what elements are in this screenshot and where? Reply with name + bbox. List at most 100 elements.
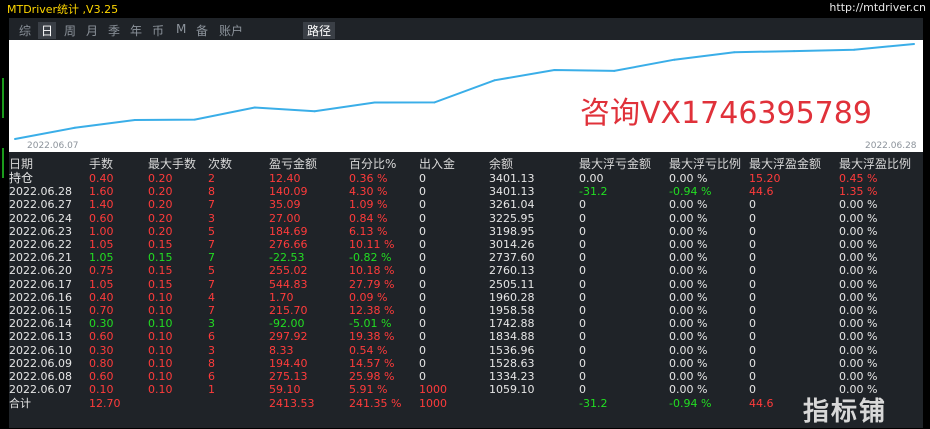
site-url-link[interactable]: http://mtdriver.cn bbox=[829, 1, 926, 14]
table-cell: 1.05 bbox=[89, 251, 114, 265]
table-cell: 0.00 % bbox=[669, 369, 708, 383]
table-cell: 0.10 bbox=[148, 383, 173, 397]
table-row: 2022.06.24 0.60 0.20 3 27.00 0.84 % 0 3225.95 0 0… bbox=[9, 212, 923, 225]
table-cell: 184.69 bbox=[269, 224, 308, 238]
contact-watermark: 咨询VX1746395789 bbox=[580, 96, 872, 131]
table-cell: 0 bbox=[419, 277, 426, 291]
equity-point bbox=[553, 69, 556, 71]
table-cell: 0.60 bbox=[89, 211, 114, 225]
column-header[interactable]: 百分比% bbox=[349, 157, 397, 171]
tab-9[interactable]: 账户 bbox=[219, 24, 244, 38]
table-cell: 7 bbox=[208, 238, 215, 252]
table-cell: 0 bbox=[419, 356, 426, 370]
table-cell: 0.45 % bbox=[839, 172, 878, 186]
column-header[interactable]: 最大浮亏比例 bbox=[669, 157, 742, 171]
table-cell: 0 bbox=[579, 238, 586, 252]
tab-7[interactable]: M bbox=[176, 22, 187, 36]
column-header[interactable]: 手数 bbox=[89, 157, 114, 171]
table-cell: 0 bbox=[579, 264, 586, 278]
table-cell: 0 bbox=[749, 356, 756, 370]
table-cell: 2022.06.10 bbox=[9, 343, 72, 357]
table-cell: 0.00 % bbox=[669, 264, 708, 278]
table-cell: 1.70 bbox=[269, 290, 294, 304]
table-cell: -5.01 % bbox=[349, 317, 392, 331]
table-cell: 0.36 % bbox=[349, 172, 388, 186]
table-cell: 35.09 bbox=[269, 198, 301, 212]
table-cell: 0 bbox=[749, 343, 756, 357]
table-row: 2022.06.22 1.05 0.15 7 276.66 10.11 % 0 3014.26… bbox=[9, 238, 923, 251]
table-cell: 0.00 % bbox=[839, 317, 878, 331]
column-header[interactable]: 盈亏金额 bbox=[269, 157, 318, 171]
equity-chart-svg bbox=[14, 43, 915, 140]
table-cell: 0.00 % bbox=[669, 330, 708, 344]
table-cell: 5 bbox=[208, 264, 215, 278]
tab-4[interactable]: 季 bbox=[108, 24, 121, 38]
table-cell: 4 bbox=[208, 290, 215, 304]
table-cell: 0 bbox=[749, 238, 756, 252]
table-cell: 44.6 bbox=[749, 396, 774, 410]
tab-8[interactable]: 备 bbox=[196, 24, 209, 38]
table-cell: 3401.13 bbox=[489, 172, 535, 186]
column-header[interactable]: 最大手数 bbox=[148, 157, 197, 171]
column-header[interactable]: 次数 bbox=[208, 157, 233, 171]
table-cell: 3198.95 bbox=[489, 224, 535, 238]
tab-2[interactable]: 周 bbox=[64, 24, 77, 38]
table-cell: 7 bbox=[208, 303, 215, 317]
table-cell: 0 bbox=[419, 303, 426, 317]
equity-point bbox=[313, 110, 316, 113]
table-cell: 0.75 bbox=[89, 264, 114, 278]
column-header[interactable]: 日期 bbox=[9, 157, 34, 171]
table-cell: 1.05 bbox=[89, 238, 114, 252]
table-row: 2022.06.08 0.60 0.10 6 275.13 25.98 % 0 1334.23… bbox=[9, 370, 923, 383]
table-cell: 0.00 % bbox=[839, 211, 878, 225]
table-cell: 0.60 bbox=[89, 369, 114, 383]
column-header[interactable]: 最大浮亏金额 bbox=[579, 157, 652, 171]
table-cell: 0 bbox=[579, 317, 586, 331]
table-cell: 25.98 % bbox=[349, 369, 395, 383]
table-cell: -0.94 % bbox=[669, 396, 712, 410]
equity-point bbox=[133, 119, 136, 121]
table-cell: 1960.28 bbox=[489, 290, 535, 304]
table-cell: 0 bbox=[579, 251, 586, 265]
table-cell: 3014.26 bbox=[489, 238, 535, 252]
column-header[interactable]: 最大浮盈金额 bbox=[749, 157, 822, 171]
equity-point bbox=[913, 43, 915, 45]
tab-1[interactable]: 日 bbox=[38, 22, 57, 39]
equity-point bbox=[253, 106, 256, 109]
table-row: 2022.06.15 0.70 0.10 7 215.70 12.38 % 0 1958.58… bbox=[9, 304, 923, 317]
table-cell bbox=[148, 396, 208, 410]
table-cell: 2022.06.15 bbox=[9, 303, 72, 317]
table-cell: 8.33 bbox=[269, 343, 294, 357]
column-header[interactable]: 出入金 bbox=[419, 157, 456, 171]
table-cell: 0.70 bbox=[89, 303, 114, 317]
column-header[interactable]: 最大浮盈比例 bbox=[839, 157, 912, 171]
table-cell: 0 bbox=[579, 303, 586, 317]
table-cell: 2022.06.08 bbox=[9, 369, 72, 383]
table-cell: 0.00 bbox=[579, 172, 604, 186]
tab-0[interactable]: 综 bbox=[19, 24, 32, 38]
table-cell: 0.00 % bbox=[669, 343, 708, 357]
equity-line bbox=[14, 43, 915, 140]
table-cell: 3 bbox=[208, 343, 215, 357]
table-cell: 0 bbox=[579, 330, 586, 344]
table-cell: -0.82 % bbox=[349, 251, 392, 265]
table-cell: 0.15 bbox=[148, 238, 173, 252]
table-cell: 2022.06.28 bbox=[9, 185, 72, 199]
table-cell: 0.10 bbox=[148, 330, 173, 344]
tab-3[interactable]: 月 bbox=[86, 24, 99, 38]
table-cell: 2505.11 bbox=[489, 277, 535, 291]
table-cell: 1.40 bbox=[89, 198, 114, 212]
rail-tick bbox=[2, 148, 4, 178]
equity-point bbox=[373, 101, 376, 104]
table-cell: 0.10 bbox=[148, 290, 173, 304]
table-cell: -92.00 bbox=[269, 317, 305, 331]
title-bar: MTDriver统计 ,V3.25 http://mtdriver.cn bbox=[0, 0, 930, 16]
tab-route[interactable]: 路径 bbox=[303, 22, 336, 39]
table-cell: 0.00 % bbox=[839, 198, 878, 212]
column-header[interactable]: 余额 bbox=[489, 157, 514, 171]
table-cell: 0 bbox=[749, 211, 756, 225]
table-cell: 7 bbox=[208, 277, 215, 291]
tab-5[interactable]: 年 bbox=[130, 24, 143, 38]
table-cell: 6 bbox=[208, 369, 215, 383]
tab-6[interactable]: 币 bbox=[152, 24, 165, 38]
